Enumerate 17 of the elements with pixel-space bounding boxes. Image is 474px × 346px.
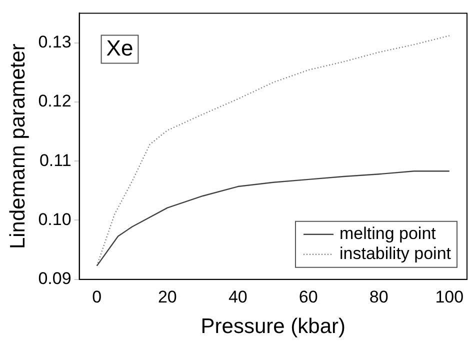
y-tick-label: 0.09 xyxy=(38,269,72,288)
y-tick-label: 0.11 xyxy=(39,150,72,170)
y-tick-label: 0.12 xyxy=(38,92,72,111)
y-tick-label: 0.10 xyxy=(38,210,72,229)
line-series xyxy=(96,35,450,266)
legend-label: melting point xyxy=(339,224,436,244)
legend-label: instability point xyxy=(339,244,452,264)
annotation: Xe xyxy=(106,35,134,60)
x-tick-label: 100 xyxy=(435,287,464,306)
y-axis-title: Lindemann parameter xyxy=(6,44,30,250)
x-tick-label: 40 xyxy=(228,287,248,306)
x-axis-title: Pressure (kbar) xyxy=(200,315,346,338)
x-tick-label: 60 xyxy=(298,287,318,306)
x-tick-label: 0 xyxy=(92,287,102,306)
y-tick-label: 0.13 xyxy=(38,32,72,52)
x-tick-label: 20 xyxy=(158,287,177,306)
x-tick-label: 80 xyxy=(369,287,388,306)
